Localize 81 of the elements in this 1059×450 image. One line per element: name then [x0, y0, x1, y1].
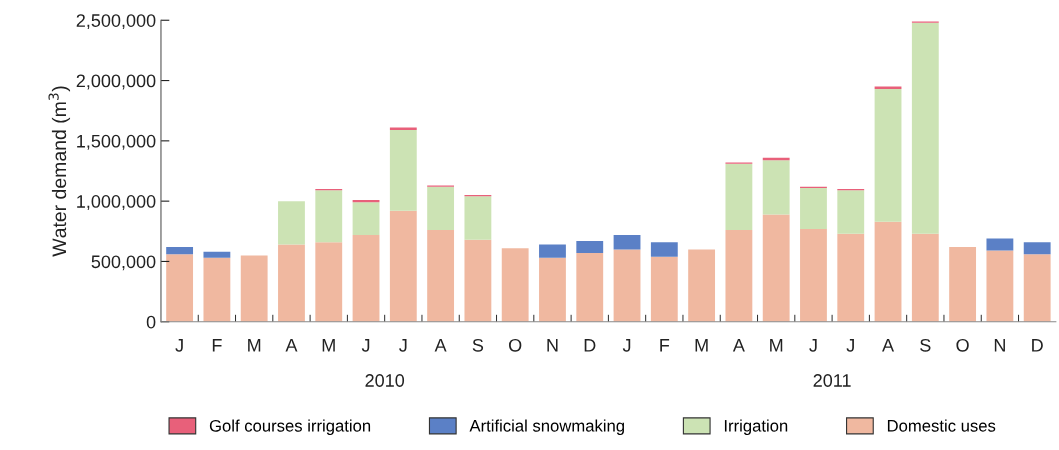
- y-tick-label: 2,500,000: [76, 14, 156, 30]
- bar: [464, 196, 492, 240]
- x-tick-label: D: [584, 339, 596, 352]
- x-tick-label: A: [732, 339, 745, 352]
- text: 2010: [365, 374, 405, 387]
- x-tick-label: F: [660, 339, 670, 352]
- bar: [986, 238, 1014, 251]
- x-tick-label: M: [770, 339, 783, 352]
- x-tick-label: J: [809, 339, 817, 352]
- x-tick-label: N: [547, 339, 558, 352]
- x-tick-label: O: [509, 338, 522, 352]
- x-tick-label: J: [361, 339, 370, 352]
- bar: [539, 257, 566, 322]
- bar: [576, 253, 604, 322]
- y-tick-label: 1,500,000: [77, 134, 156, 150]
- bar: [315, 190, 343, 243]
- bar: [278, 201, 305, 245]
- bar: [762, 214, 790, 322]
- bar: [278, 244, 305, 322]
- bar: [762, 160, 790, 215]
- bar: [203, 251, 231, 258]
- x-tick-label: A: [434, 339, 447, 352]
- bar: [352, 234, 380, 322]
- bar: [576, 240, 604, 254]
- bar: [1023, 242, 1051, 255]
- legend-label: Domestic uses: [887, 419, 996, 432]
- x-tick-label: M: [695, 339, 708, 352]
- text: 2011: [813, 374, 851, 387]
- x-tick-label: S: [920, 338, 931, 352]
- x-tick-label: M: [322, 339, 335, 352]
- bar: [539, 244, 566, 258]
- bar: [800, 187, 827, 229]
- legend-label: Artificial snowmaking: [469, 419, 624, 435]
- x-tick-label: N: [994, 339, 1005, 352]
- bar: [389, 210, 417, 322]
- y-axis-title: Water demand (m$^{3}$): [48, 86, 71, 257]
- legend-label: Irrigation: [724, 419, 788, 435]
- bar: [837, 233, 865, 322]
- x-tick-label: M: [248, 339, 261, 352]
- bar: [874, 88, 902, 222]
- bar: [800, 228, 827, 322]
- y-tick-label: 1,000,000: [77, 195, 156, 210]
- x-tick-label: A: [882, 339, 895, 352]
- bar: [725, 230, 753, 322]
- bar: [688, 249, 716, 322]
- y-tick-label: 2,000,000: [76, 74, 156, 90]
- bar: [613, 249, 641, 322]
- bar: [427, 230, 455, 322]
- y-tick-label: 0: [146, 315, 156, 329]
- x-tick-label: F: [212, 339, 222, 352]
- x-tick-label: J: [846, 339, 854, 352]
- bar: [613, 234, 641, 250]
- x-tick-label: J: [399, 339, 407, 352]
- bar: [203, 257, 231, 322]
- bar: [986, 250, 1014, 322]
- bar: [911, 233, 939, 322]
- x-tick-label: J: [175, 339, 183, 352]
- bar: [837, 190, 865, 234]
- x-tick-label: D: [1032, 339, 1043, 352]
- x-tick-label: O: [956, 338, 969, 352]
- bar: [389, 130, 417, 211]
- bar: [650, 242, 678, 257]
- bar: [501, 248, 529, 322]
- x-tick-label: J: [622, 339, 631, 352]
- bar: [166, 246, 194, 255]
- bar: [874, 221, 902, 322]
- x-tick-label: S: [472, 338, 484, 352]
- bar: [725, 163, 753, 231]
- legend-label: Golf courses irrigation: [209, 419, 371, 435]
- bar: [166, 254, 194, 322]
- x-tick-label: A: [285, 339, 298, 352]
- bar: [315, 242, 343, 322]
- y-tick-label: 500,000: [91, 255, 156, 271]
- bar: [464, 239, 492, 322]
- bar: [1023, 254, 1051, 322]
- bar: [427, 186, 455, 231]
- bar: [949, 246, 977, 322]
- bar: [352, 202, 380, 235]
- bar: [650, 256, 678, 322]
- bar: [240, 255, 268, 322]
- bar: [911, 22, 939, 234]
